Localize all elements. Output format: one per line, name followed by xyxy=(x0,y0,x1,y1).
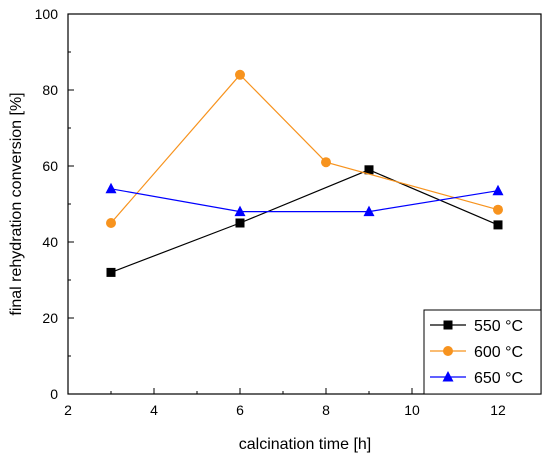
x-axis-title: calcination time [h] xyxy=(239,436,372,453)
series-3 xyxy=(105,182,504,217)
x-tick-label: 4 xyxy=(150,402,158,418)
y-tick-label: 0 xyxy=(50,386,58,402)
series-group xyxy=(105,69,504,277)
x-tick-label: 10 xyxy=(404,402,420,418)
data-point xyxy=(106,267,116,277)
legend-marker xyxy=(443,346,453,356)
series-line xyxy=(110,73,499,224)
data-point xyxy=(235,218,245,228)
y-tick-label: 40 xyxy=(42,234,58,250)
series-1 xyxy=(106,165,503,277)
x-tick-label: 2 xyxy=(64,402,72,418)
data-point xyxy=(363,205,375,217)
legend-label: 600 °C xyxy=(474,344,523,361)
y-tick-label: 100 xyxy=(35,6,59,22)
data-point xyxy=(321,157,331,168)
legend-item: 550 °C xyxy=(430,318,523,335)
legend-item: 600 °C xyxy=(430,344,523,361)
x-tick-label: 6 xyxy=(236,402,244,418)
legend-marker xyxy=(442,371,454,382)
data-point xyxy=(234,205,246,217)
data-point xyxy=(235,69,245,80)
x-tick-label: 12 xyxy=(490,402,506,418)
series-line xyxy=(110,169,499,273)
legend-label: 550 °C xyxy=(474,318,523,335)
data-point xyxy=(493,204,503,215)
legend: 550 °C 600 °C 650 °C xyxy=(423,309,542,395)
series-2 xyxy=(106,69,503,228)
data-point xyxy=(105,182,117,194)
y-tick-label: 80 xyxy=(42,82,58,98)
x-tick-label: 8 xyxy=(322,402,330,418)
data-point xyxy=(493,220,503,230)
legend-label: 650 °C xyxy=(474,370,523,387)
legend-marker xyxy=(443,320,453,330)
y-tick-label: 20 xyxy=(42,310,58,326)
axes: 2 4 6 8 10 12 0 20 40 60 80 100 xyxy=(35,6,542,418)
data-point xyxy=(492,184,504,196)
series-line xyxy=(110,188,499,213)
y-tick-label: 60 xyxy=(42,158,58,174)
y-axis-title: final rehydration conversion [%] xyxy=(8,92,25,315)
legend-item: 650 °C xyxy=(430,370,523,387)
data-point xyxy=(106,218,116,228)
data-point xyxy=(364,165,374,175)
